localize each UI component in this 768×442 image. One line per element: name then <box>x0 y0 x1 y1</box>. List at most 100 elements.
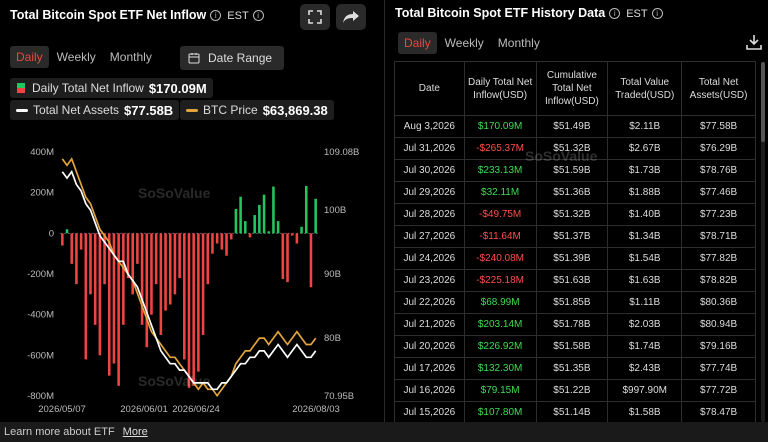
inflow-bar[interactable] <box>244 221 247 234</box>
info-icon[interactable]: i <box>210 10 222 21</box>
col-net-assets[interactable]: Total Net Assets(USD) <box>681 61 756 116</box>
inflow-bar[interactable] <box>183 233 186 360</box>
table-row[interactable]: Jul 15,2026 $107.80M $51.14B $1.58B $78.47B <box>394 401 756 424</box>
net-inflow-chart[interactable]: 400M 200M 0 -200M -400M -600M -800M 109.08B 100B… <box>0 140 384 422</box>
inflow-bar[interactable] <box>168 233 172 305</box>
table-row[interactable]: Jul 23,2026 -$225.18M $51.63B $1.63B $78.82B <box>394 269 756 292</box>
inflow-bar[interactable] <box>225 233 228 256</box>
table-row[interactable]: Jul 24,2026 -$240.08M $51.39B $1.54B $77.82B <box>394 247 756 270</box>
inflow-bar[interactable] <box>304 185 308 234</box>
tab-daily[interactable]: Daily <box>10 46 49 68</box>
inflow-bar[interactable] <box>215 233 219 244</box>
inflow-bar[interactable] <box>258 204 261 234</box>
inflow-bar[interactable] <box>309 233 313 288</box>
inflow-bar[interactable] <box>192 233 195 386</box>
inflow-bar[interactable] <box>262 194 266 234</box>
inflow-bar[interactable] <box>89 233 92 295</box>
inflow-bar[interactable] <box>178 233 181 279</box>
info-icon[interactable]: i <box>651 8 663 19</box>
table-row[interactable]: Jul 20,2026 $226.92M $51.58B $1.74B $79.16B <box>394 335 756 358</box>
legend-btc-price[interactable]: BTC Price $63,869.38 <box>180 100 334 120</box>
more-link[interactable]: More <box>122 426 148 438</box>
right-axis-tick: 109.08B <box>324 147 359 158</box>
footer-text: Learn more about ETF <box>4 426 115 438</box>
inflow-bar[interactable] <box>126 233 130 279</box>
inflow-bar[interactable] <box>159 233 163 335</box>
tab-weekly[interactable]: Weekly <box>56 50 96 64</box>
inflow-bar[interactable] <box>70 233 74 264</box>
inflow-bar[interactable] <box>98 233 102 356</box>
inflow-bar[interactable] <box>93 233 97 325</box>
inflow-bar[interactable] <box>286 233 289 283</box>
inflow-bar[interactable] <box>79 233 83 250</box>
table-scrollbar[interactable] <box>761 62 765 422</box>
inflow-bar[interactable] <box>136 233 139 264</box>
inflow-bar[interactable] <box>164 233 167 311</box>
inflow-bar[interactable] <box>112 233 116 364</box>
inflow-bar[interactable] <box>267 231 271 234</box>
inflow-bar[interactable] <box>140 233 144 325</box>
tab-monthly[interactable]: Monthly <box>109 50 152 64</box>
table-row[interactable]: Jul 28,2026 -$49.75M $51.32B $1.40B $77.23B <box>394 203 756 226</box>
inflow-bar[interactable] <box>220 233 224 250</box>
inflow-bar[interactable] <box>150 233 153 315</box>
table-row[interactable]: Jul 22,2026 $68.99M $51.85B $1.11B $80.36B <box>394 291 756 314</box>
inflow-bar[interactable] <box>201 233 205 335</box>
table-row[interactable]: Jul 29,2026 $32.11M $51.36B $1.88B $77.46B <box>394 181 756 204</box>
table-row[interactable]: Jul 17,2026 $132.30M $51.35B $2.43B $77.74B <box>394 357 756 380</box>
inflow-bar[interactable] <box>281 233 285 280</box>
inflow-bar[interactable] <box>65 229 69 234</box>
inflow-bar[interactable] <box>107 233 111 376</box>
inflow-bar[interactable] <box>211 233 214 254</box>
col-value-traded[interactable]: Total Value Traded(USD) <box>607 61 683 116</box>
inflow-bar[interactable] <box>187 233 191 388</box>
tab-monthly[interactable]: Monthly <box>497 36 540 50</box>
total-net-assets-line[interactable] <box>61 169 317 391</box>
table-row[interactable]: Jul 16,2026 $79.15M $51.22B $997.90M $77.72B <box>394 379 756 402</box>
table-row[interactable]: Jul 30,2026 $233.13M $51.59B $1.73B $78.76B <box>394 159 756 182</box>
inflow-bar[interactable] <box>253 215 256 234</box>
inflow-bar[interactable] <box>300 226 303 234</box>
inflow-bar[interactable] <box>154 233 158 285</box>
table-row[interactable]: Jul 31,2026 -$265.37M $51.32B $2.67B $76.29B <box>394 137 756 160</box>
inflow-bar[interactable] <box>61 233 64 246</box>
inflow-bar[interactable] <box>229 233 233 240</box>
inflow-bar[interactable] <box>75 233 78 285</box>
share-button[interactable] <box>336 4 366 30</box>
scrollbar-thumb[interactable] <box>761 62 765 142</box>
legend-total-net-assets[interactable]: Total Net Assets $77.58B <box>10 100 180 120</box>
cell-value-traded: $2.03B <box>607 313 683 336</box>
fullscreen-button[interactable] <box>300 4 330 30</box>
inflow-bar[interactable] <box>234 208 238 234</box>
legend-daily-inflow[interactable]: Daily Total Net Inflow $170.09M <box>10 78 213 98</box>
table-row[interactable]: Jul 27,2026 -$11.64M $51.37B $1.34B $78.71B <box>394 225 756 248</box>
inflow-bar[interactable] <box>131 233 134 295</box>
inflow-bar[interactable] <box>173 233 177 295</box>
inflow-bar[interactable] <box>276 221 280 234</box>
inflow-bar[interactable] <box>239 196 242 234</box>
inflow-bar[interactable] <box>248 233 252 238</box>
inflow-bar[interactable] <box>122 233 125 325</box>
tab-weekly[interactable]: Weekly <box>444 36 484 50</box>
col-date[interactable]: Date <box>394 61 465 116</box>
inflow-bar[interactable] <box>145 233 149 348</box>
inflow-bar[interactable] <box>103 233 106 285</box>
inflow-bar[interactable] <box>295 233 299 244</box>
info-icon[interactable]: i <box>609 8 621 19</box>
inflow-bar[interactable] <box>290 233 294 236</box>
inflow-bar[interactable] <box>117 233 120 386</box>
info-icon[interactable]: i <box>252 10 264 21</box>
inflow-bar[interactable] <box>314 198 317 234</box>
col-daily-inflow[interactable]: Daily Total Net Inflow(USD) <box>463 61 537 116</box>
table-row[interactable]: Jul 21,2026 $203.14M $51.78B $2.03B $80.94B <box>394 313 756 336</box>
inflow-bar[interactable] <box>197 233 200 372</box>
inflow-bar[interactable] <box>84 233 88 360</box>
inflow-bar[interactable] <box>206 233 210 285</box>
cell-daily-inflow: -$11.64M <box>463 225 537 248</box>
tab-daily[interactable]: Daily <box>398 32 437 54</box>
download-button[interactable] <box>746 34 762 55</box>
col-cumulative[interactable]: Cumulative Total Net Inflow(USD) <box>535 61 609 116</box>
inflow-bar[interactable] <box>272 186 275 234</box>
table-row[interactable]: Aug 3,2026 $170.09M $51.49B $2.11B $77.58B <box>394 115 756 138</box>
date-range-button[interactable]: Date Range <box>180 46 285 70</box>
